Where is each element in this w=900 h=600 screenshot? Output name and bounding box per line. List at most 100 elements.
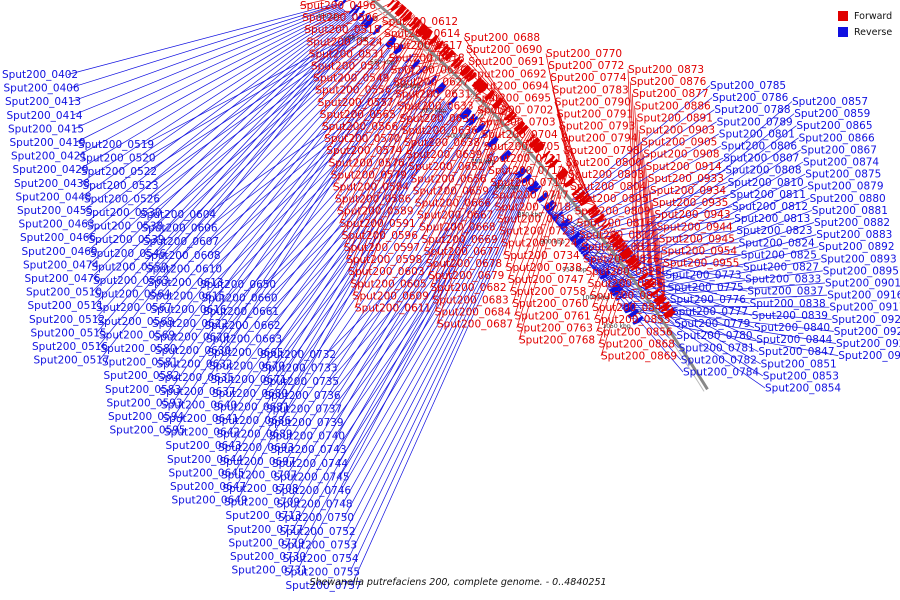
- gene-label[interactable]: Sput200_0650: [200, 279, 276, 291]
- gene-label[interactable]: Sput200_0880: [810, 193, 886, 205]
- gene-label[interactable]: Sput200_0916: [827, 290, 900, 302]
- gene-label[interactable]: Sput200_0429: [13, 164, 89, 176]
- gene-label[interactable]: Sput200_0563: [93, 275, 169, 287]
- gene-label[interactable]: Sput200_0679: [428, 270, 504, 282]
- gene-label[interactable]: Sput200_0583: [105, 384, 181, 396]
- gene-label[interactable]: Sput200_0739: [268, 417, 344, 429]
- gene-label[interactable]: Sput200_0780: [676, 330, 752, 342]
- gene-label[interactable]: Sput200_0516: [32, 341, 108, 353]
- gene-label[interactable]: Sput200_0810: [728, 177, 804, 189]
- gene-label[interactable]: Sput200_0538: [87, 221, 163, 233]
- gene-label[interactable]: Sput200_0530: [86, 207, 162, 219]
- gene-label[interactable]: Sput200_0955: [663, 258, 739, 270]
- gene-label[interactable]: Sput200_0608: [145, 250, 221, 262]
- gene-label[interactable]: Sput200_0656: [411, 173, 487, 185]
- gene-label[interactable]: Sput200_0644: [167, 454, 243, 466]
- gene-label[interactable]: Sput200_0768: [519, 335, 595, 347]
- gene-label[interactable]: Sput200_0730: [230, 551, 306, 563]
- gene-label[interactable]: Sput200_0591: [340, 218, 416, 230]
- gene-label[interactable]: Sput200_0784: [683, 367, 759, 379]
- gene-label[interactable]: Sput200_0747: [508, 274, 584, 286]
- gene-label[interactable]: Sput200_0694: [473, 80, 549, 92]
- gene-label[interactable]: Sput200_0652: [408, 161, 484, 173]
- gene-label[interactable]: Sput200_0413: [5, 96, 81, 108]
- gene-label[interactable]: Sput200_0638: [404, 137, 480, 149]
- gene-label[interactable]: Sput200_0811: [730, 189, 806, 201]
- gene-label[interactable]: Sput200_0750: [278, 512, 354, 524]
- gene-label[interactable]: Sput200_0763: [517, 322, 593, 334]
- gene-label[interactable]: Sput200_0589: [337, 206, 413, 218]
- gene-label[interactable]: Sput200_0926: [834, 326, 900, 338]
- gene-label[interactable]: Sput200_0826: [583, 254, 659, 266]
- gene-label[interactable]: Sput200_0804: [570, 181, 646, 193]
- gene-label[interactable]: Sput200_0770: [546, 48, 622, 60]
- gene-label[interactable]: Sput200_0584: [333, 182, 409, 194]
- gene-label[interactable]: Sput200_0689: [217, 429, 293, 441]
- gene-label[interactable]: Sput200_0476: [25, 273, 101, 285]
- gene-label[interactable]: Sput200_0582: [104, 370, 180, 382]
- gene-label[interactable]: Sput200_0581: [102, 357, 178, 369]
- gene-label[interactable]: Sput200_0738: [506, 262, 582, 274]
- gene-label[interactable]: Sput200_0666: [415, 198, 491, 210]
- gene-label[interactable]: Sput200_0574: [326, 145, 402, 157]
- gene-label[interactable]: Sput200_0448: [16, 191, 92, 203]
- gene-label[interactable]: Sput200_0788: [714, 104, 790, 116]
- gene-label[interactable]: Sput200_0827: [743, 262, 819, 274]
- gene-label[interactable]: Sput200_0718: [495, 201, 571, 213]
- gene-label[interactable]: Sput200_0836: [588, 278, 664, 290]
- gene-label[interactable]: Sput200_0877: [632, 88, 708, 100]
- gene-label[interactable]: Sput200_0496: [300, 0, 376, 12]
- gene-label[interactable]: Sput200_0867: [801, 144, 877, 156]
- gene-label[interactable]: Sput200_0805: [572, 193, 648, 205]
- gene-label[interactable]: Sput200_0801: [719, 128, 795, 140]
- gene-label[interactable]: Sput200_0579: [331, 169, 407, 181]
- gene-label[interactable]: Sput200_0707: [221, 469, 297, 481]
- gene-label[interactable]: Sput200_0645: [169, 467, 245, 479]
- gene-label[interactable]: Sput200_0684: [435, 306, 511, 318]
- gene-label[interactable]: Sput200_0620: [391, 64, 467, 76]
- gene-label[interactable]: Sput200_0874: [803, 157, 879, 169]
- gene-label[interactable]: Sput200_0546: [90, 248, 166, 260]
- gene-label[interactable]: Sput200_0690: [466, 44, 542, 56]
- gene-label[interactable]: Sput200_0735: [263, 376, 339, 388]
- gene-label[interactable]: Sput200_0856: [597, 326, 673, 338]
- gene-label[interactable]: Sput200_0539: [89, 234, 165, 246]
- gene-label[interactable]: Sput200_0604: [140, 209, 216, 221]
- gene-label[interactable]: Sput200_0557: [318, 97, 394, 109]
- gene-label[interactable]: Sput200_0622: [152, 318, 228, 330]
- gene-label[interactable]: Sput200_0466: [20, 232, 96, 244]
- gene-label[interactable]: Sput200_0593: [107, 397, 183, 409]
- gene-label[interactable]: Sput200_0803: [568, 169, 644, 181]
- gene-label[interactable]: Sput200_0469: [22, 246, 98, 258]
- gene-label[interactable]: Sput200_0609: [353, 290, 429, 302]
- gene-label[interactable]: Sput200_0631: [395, 89, 471, 101]
- gene-label[interactable]: Sput200_0854: [765, 383, 841, 395]
- gene-label[interactable]: Sput200_0775: [668, 282, 744, 294]
- gene-label[interactable]: Sput200_0798: [564, 145, 640, 157]
- gene-label[interactable]: Sput200_0825: [741, 249, 817, 261]
- gene-label[interactable]: Sput200_0729: [229, 537, 305, 549]
- gene-label[interactable]: Sput200_0406: [4, 83, 80, 95]
- gene-label[interactable]: Sput200_0549: [313, 73, 389, 85]
- gene-label[interactable]: Sput200_0869: [601, 351, 677, 363]
- gene-label[interactable]: Sput200_0933: [648, 173, 724, 185]
- gene-label[interactable]: Sput200_0708: [223, 483, 299, 495]
- gene-label[interactable]: Sput200_0607: [143, 236, 219, 248]
- gene-label[interactable]: Sput200_0597: [344, 242, 420, 254]
- gene-label[interactable]: Sput200_0789: [717, 116, 793, 128]
- gene-label[interactable]: Sput200_0883: [816, 229, 892, 241]
- gene-label[interactable]: Sput200_0777: [672, 306, 748, 318]
- gene-label[interactable]: Sput200_0744: [272, 458, 348, 470]
- gene-label[interactable]: Sput200_0833: [745, 274, 821, 286]
- gene-label[interactable]: Sput200_0556: [315, 85, 391, 97]
- gene-label[interactable]: Sput200_0580: [101, 343, 177, 355]
- gene-label[interactable]: Sput200_0781: [679, 342, 755, 354]
- gene-label[interactable]: Sput200_0714: [490, 177, 566, 189]
- gene-label[interactable]: Sput200_0595: [110, 425, 186, 437]
- gene-label[interactable]: Sput200_0683: [433, 294, 509, 306]
- gene-label[interactable]: Sput200_0635: [158, 372, 234, 384]
- gene-label[interactable]: Sput200_0905: [641, 137, 717, 149]
- gene-label[interactable]: Sput200_0761: [515, 310, 591, 322]
- gene-label[interactable]: Sput200_0522: [81, 166, 157, 178]
- gene-label[interactable]: Sput200_0772: [548, 60, 624, 72]
